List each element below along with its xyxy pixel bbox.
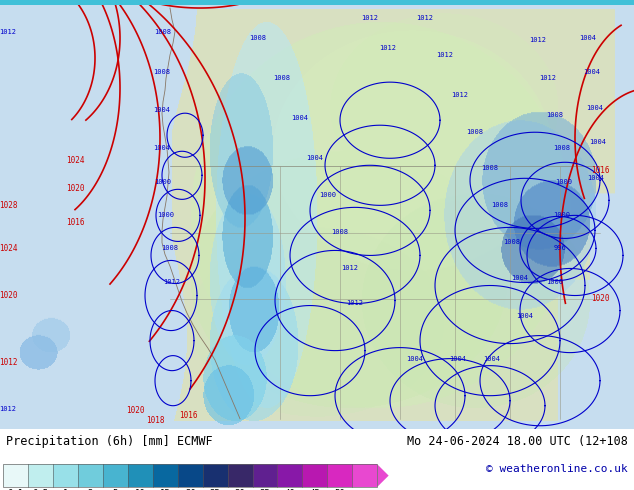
Text: Precipitation (6h) [mm] ECMWF: Precipitation (6h) [mm] ECMWF	[6, 435, 213, 448]
Bar	[0, 0, 634, 5]
Text: 1004: 1004	[306, 155, 323, 161]
Text: 1008: 1008	[332, 229, 349, 235]
Text: 1000: 1000	[547, 279, 564, 286]
Bar	[302, 465, 327, 487]
Text: 1004: 1004	[583, 69, 600, 75]
Text: 1004: 1004	[590, 139, 607, 145]
Bar	[327, 465, 353, 487]
Text: 1000: 1000	[555, 179, 573, 185]
Text: 1000: 1000	[157, 212, 174, 219]
Text: 1000: 1000	[155, 179, 172, 185]
Text: 1012: 1012	[529, 37, 547, 43]
Bar	[53, 465, 78, 487]
Text: 1012: 1012	[417, 15, 434, 21]
Text: 1012: 1012	[164, 279, 181, 286]
Text: © weatheronline.co.uk: © weatheronline.co.uk	[486, 465, 628, 474]
Text: 1008: 1008	[162, 245, 179, 251]
Text: 1004: 1004	[292, 115, 309, 121]
Text: 1008: 1008	[250, 35, 266, 41]
Text: 1024: 1024	[66, 156, 84, 165]
Text: 1016: 1016	[591, 166, 609, 175]
Text: 1004: 1004	[586, 105, 604, 111]
Text: 1004: 1004	[517, 313, 533, 318]
Text: 1004: 1004	[153, 145, 171, 151]
Bar	[28, 465, 53, 487]
Text: 1018: 1018	[146, 416, 164, 425]
Text: 1008: 1008	[153, 69, 171, 75]
Text: 1016: 1016	[66, 218, 84, 227]
Bar	[153, 465, 178, 487]
Text: 1004: 1004	[512, 275, 529, 281]
Text: 1004: 1004	[153, 107, 171, 113]
Polygon shape	[377, 465, 389, 487]
Text: 1008: 1008	[155, 29, 172, 35]
Text: 1008: 1008	[491, 202, 508, 208]
Bar	[3, 465, 28, 487]
Text: 1000: 1000	[553, 212, 571, 219]
Bar	[78, 465, 103, 487]
Text: 1008: 1008	[273, 75, 290, 81]
Text: 1024: 1024	[0, 244, 17, 253]
Text: 1012: 1012	[451, 92, 469, 98]
Text: 1004: 1004	[484, 356, 500, 362]
Bar	[228, 465, 252, 487]
Bar	[278, 465, 302, 487]
Bar	[128, 465, 153, 487]
Text: 1000: 1000	[320, 193, 337, 198]
Text: 1028: 1028	[0, 201, 17, 210]
Text: 1004: 1004	[588, 175, 604, 181]
Text: 1016: 1016	[179, 411, 197, 420]
Text: 1012: 1012	[342, 266, 358, 271]
Text: 1020: 1020	[66, 184, 84, 193]
Bar	[252, 465, 278, 487]
Text: 1008: 1008	[553, 145, 571, 151]
Text: 1020: 1020	[126, 406, 145, 415]
Text: 1012: 1012	[0, 358, 17, 367]
Text: 1012: 1012	[540, 75, 557, 81]
Bar	[103, 465, 128, 487]
Text: 1004: 1004	[579, 35, 597, 41]
Text: Mo 24-06-2024 18.00 UTC (12+108: Mo 24-06-2024 18.00 UTC (12+108	[407, 435, 628, 448]
Text: 1004: 1004	[406, 356, 424, 362]
Text: 1012: 1012	[347, 299, 363, 306]
Bar	[203, 465, 228, 487]
Text: 1012: 1012	[0, 406, 16, 412]
Text: 996: 996	[553, 245, 566, 251]
Bar	[178, 465, 203, 487]
Text: 1020: 1020	[591, 294, 609, 303]
Text: 1004: 1004	[450, 356, 467, 362]
Bar	[3, 465, 377, 487]
Text: 1012: 1012	[436, 52, 453, 58]
Bar	[353, 465, 377, 487]
Text: 1012: 1012	[361, 15, 378, 21]
Text: 1008: 1008	[467, 129, 484, 135]
Text: 1020: 1020	[0, 291, 17, 300]
Text: 1008: 1008	[503, 240, 521, 245]
Text: 1012: 1012	[380, 45, 396, 51]
Text: 1008: 1008	[547, 112, 564, 118]
Text: 1012: 1012	[0, 29, 16, 35]
Text: 1008: 1008	[481, 165, 498, 172]
